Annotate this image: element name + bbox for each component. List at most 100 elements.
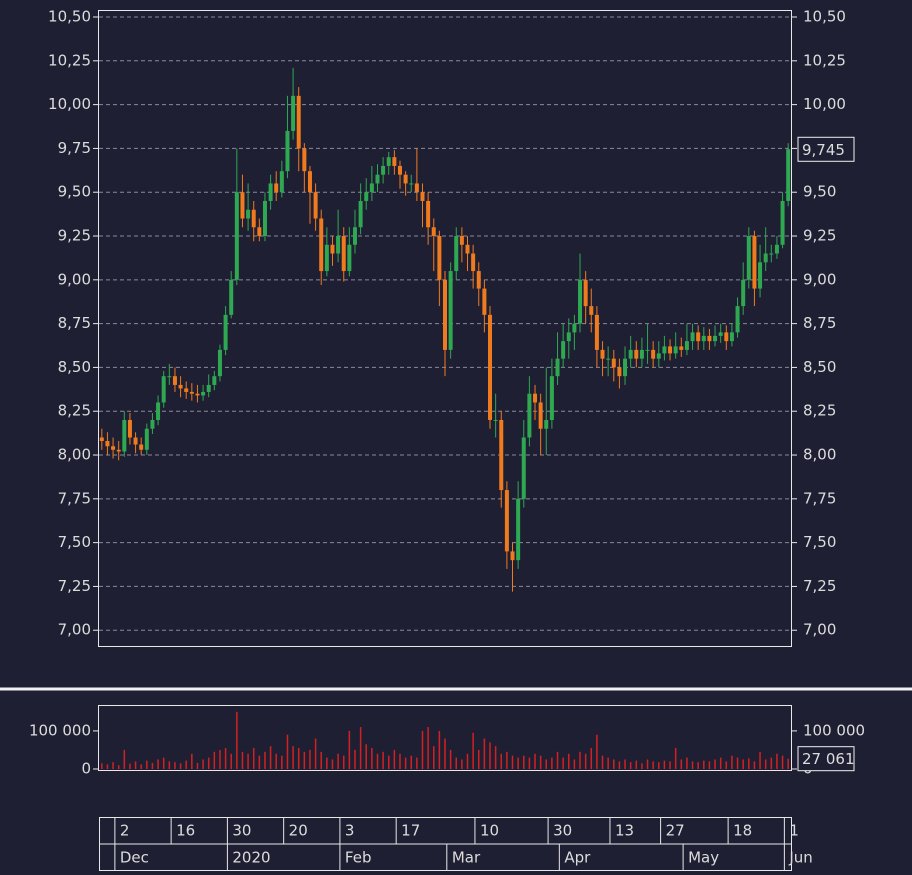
candle-body	[217, 349, 222, 377]
volume-bar	[731, 755, 733, 769]
candle-body	[594, 314, 599, 350]
candle-body	[381, 165, 386, 175]
candle-body	[291, 95, 296, 131]
volume-bar	[258, 755, 261, 769]
y2-tick-label: 10,50	[803, 8, 846, 26]
candle-body	[482, 288, 487, 315]
volume-bar	[652, 761, 654, 769]
candle-body	[172, 376, 177, 385]
volume-bar	[269, 746, 272, 769]
candle-body	[268, 183, 273, 201]
volume-bar	[202, 759, 204, 769]
candle-body	[206, 384, 211, 392]
candle-body	[279, 171, 284, 193]
volume-bar	[579, 751, 581, 769]
y2-tick-label: 7,50	[803, 533, 836, 551]
volume-bar	[404, 757, 407, 769]
volume-bar	[596, 734, 598, 769]
volume-bar	[573, 759, 576, 769]
volume-bar	[669, 761, 671, 769]
volume-bar	[162, 757, 165, 769]
candle-body	[116, 449, 121, 452]
candle-body	[690, 332, 695, 342]
candle-body	[420, 192, 425, 201]
volume-bar	[753, 761, 756, 769]
candle-body	[285, 130, 290, 172]
volume-bar	[140, 764, 142, 769]
candle-body	[758, 262, 763, 289]
volume-bar	[117, 765, 120, 769]
volume-bar	[534, 753, 536, 769]
candle-body	[392, 157, 397, 166]
candle-body	[274, 183, 279, 193]
volume-bar	[562, 757, 564, 769]
candle-body	[347, 244, 352, 272]
volume-bar	[478, 749, 480, 769]
volume-bar	[500, 753, 503, 769]
y2-tick-label: 7,00	[803, 621, 836, 639]
volume-bar	[781, 755, 784, 769]
candle-body	[488, 314, 493, 420]
volume-bar	[697, 762, 699, 769]
candle-body	[403, 174, 408, 184]
volume-bar	[387, 755, 390, 769]
volume-bar	[168, 761, 171, 769]
y-tick-label: 100 000	[29, 721, 91, 739]
x-tick-label: 20	[289, 822, 308, 840]
candle-body	[668, 346, 673, 354]
volume-bar	[506, 751, 508, 769]
candle-body	[161, 376, 166, 403]
candle-body	[606, 358, 611, 360]
x-tick-label: 30	[232, 822, 251, 840]
candle-body	[369, 183, 374, 193]
y2-tick-label: 8,25	[803, 402, 836, 420]
candle-body	[358, 200, 363, 228]
candle-body	[476, 271, 481, 289]
x-tick-label: 1	[789, 822, 799, 840]
volume-bar	[281, 755, 283, 769]
candle-body	[555, 358, 560, 377]
candle-body	[673, 346, 678, 354]
volume-bar	[742, 759, 744, 769]
candle-body	[184, 388, 189, 392]
candle-body	[307, 171, 312, 193]
candle-body	[302, 148, 307, 172]
candle-body	[426, 200, 431, 228]
volume-bar	[736, 757, 739, 769]
candle-body	[718, 332, 723, 336]
y-tick-label: 8,25	[58, 402, 91, 420]
candle-body	[634, 349, 639, 359]
volume-bar	[236, 711, 238, 769]
y-tick-label: 7,50	[58, 533, 91, 551]
volume-bar	[331, 759, 334, 769]
volume-bar	[309, 749, 311, 769]
y-tick-label: 7,25	[58, 577, 91, 595]
candle-body	[313, 192, 318, 219]
candle-body	[409, 183, 414, 185]
y-tick-label: 8,00	[58, 446, 91, 464]
volume-bar	[359, 727, 362, 769]
volume-bar	[641, 763, 643, 769]
candle-body	[589, 306, 594, 315]
x-tick-label: 2	[120, 822, 130, 840]
volume-bar	[314, 738, 317, 769]
candle-body	[521, 437, 526, 499]
candle-body	[471, 253, 476, 272]
volume-bar	[230, 753, 232, 769]
candle-body	[397, 165, 402, 175]
candle-body	[465, 244, 470, 254]
volume-bar	[613, 759, 615, 769]
y2-tick-label: 7,25	[803, 577, 836, 595]
x-tick-label: 13	[615, 822, 634, 840]
y2-tick-label: 100 000	[803, 721, 865, 739]
candle-body	[679, 346, 684, 350]
volume-bar	[320, 751, 322, 769]
volume-bar	[776, 753, 778, 769]
volume-bar	[399, 753, 401, 769]
candle-body	[696, 332, 701, 342]
volume-bar	[635, 760, 638, 769]
volume-bar	[455, 757, 458, 769]
volume-bar	[416, 757, 418, 769]
candle-body	[336, 236, 341, 254]
y-tick-label: 10,50	[48, 8, 91, 26]
